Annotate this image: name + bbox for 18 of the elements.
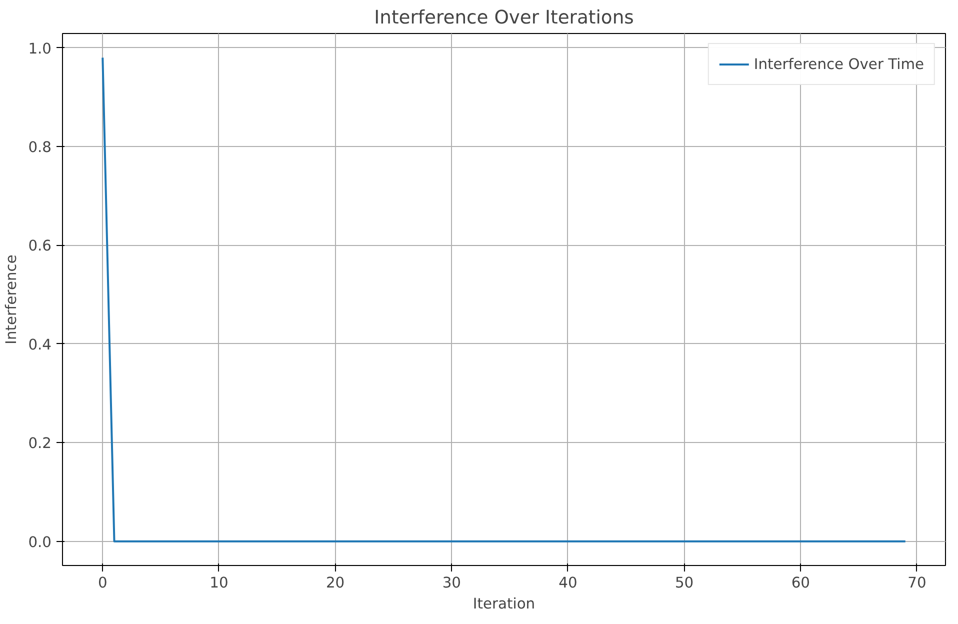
y-tick-label: 0.8 — [28, 139, 52, 156]
y-tick-label: 0.6 — [28, 238, 52, 255]
x-tick-label: 0 — [98, 574, 108, 592]
x-tick-label: 70 — [908, 574, 926, 592]
y-tick-label: 0.2 — [28, 435, 52, 452]
y-axis-title: Interference — [3, 254, 20, 344]
y-tick-label: 0.0 — [28, 534, 52, 551]
x-tick-label: 50 — [675, 574, 694, 592]
y-tick-label: 0.4 — [28, 336, 52, 354]
chart-title: Interference Over Iterations — [374, 8, 634, 28]
x-tick-label: 30 — [442, 574, 461, 592]
y-tick-label: 1.0 — [28, 40, 52, 58]
x-axis-title: Iteration — [472, 596, 536, 612]
x-tick-label: 10 — [210, 574, 228, 592]
x-tick-label: 40 — [558, 574, 578, 592]
legend-label: Interference Over Time — [754, 56, 924, 72]
x-tick-label: 20 — [326, 574, 345, 592]
x-tick-label: 60 — [791, 574, 810, 592]
